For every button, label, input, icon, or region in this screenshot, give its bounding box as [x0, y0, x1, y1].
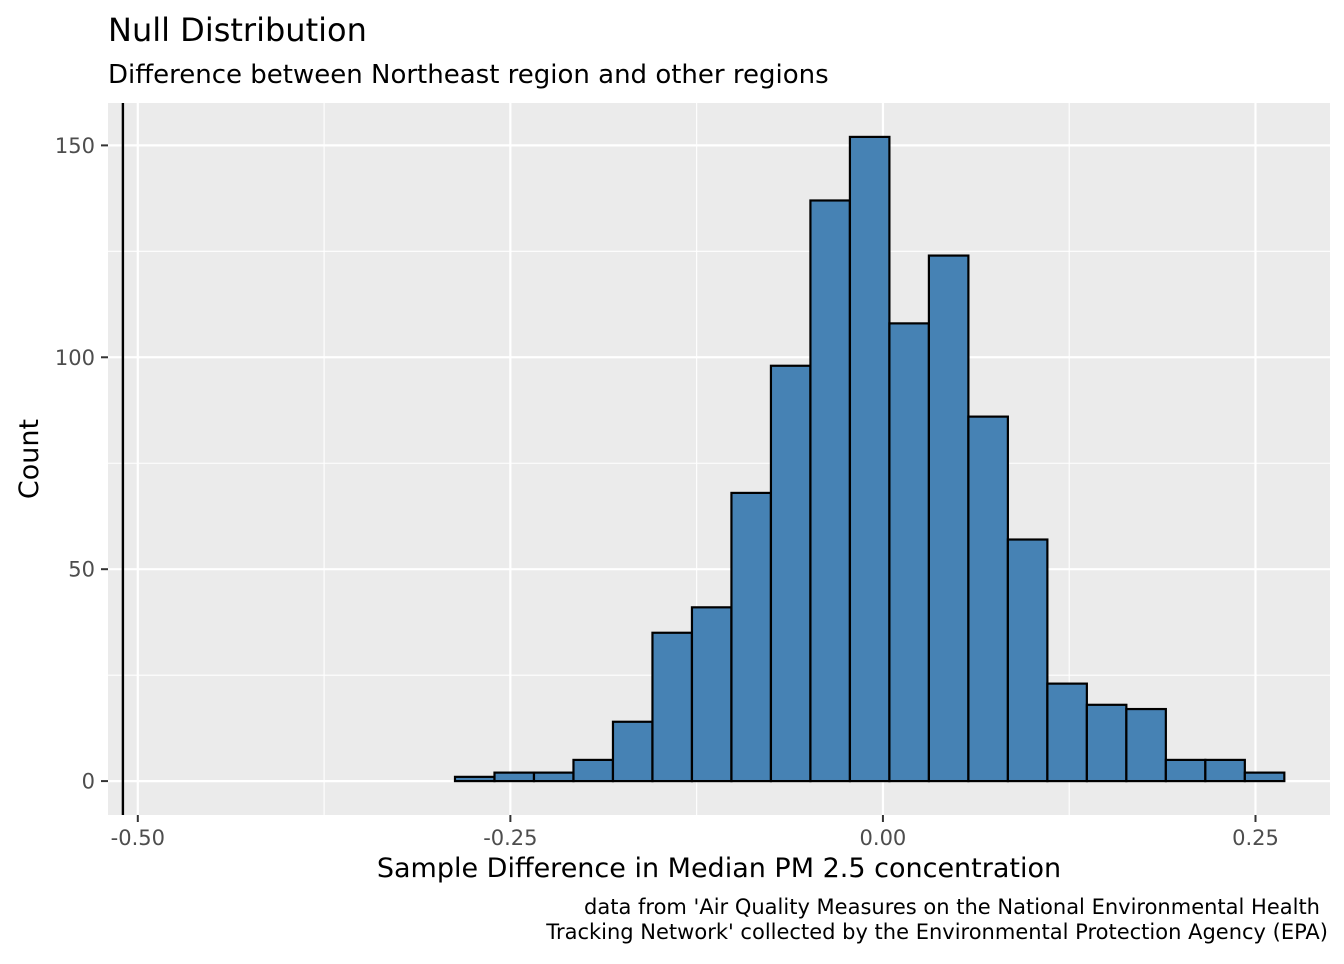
- caption-line-1: data from 'Air Quality Measures on the N…: [584, 895, 1320, 919]
- y-axis-label: Count: [14, 419, 45, 499]
- histogram-bar: [888, 322, 931, 783]
- histogram-bar: [572, 758, 615, 783]
- y-tick-label: 50: [68, 558, 95, 582]
- histogram-bar: [651, 631, 694, 783]
- histogram-bar: [453, 775, 496, 783]
- x-tick-label: -0.50: [111, 826, 165, 850]
- histogram-bar: [690, 606, 733, 783]
- histogram-bar: [493, 771, 536, 783]
- histogram-bar: [848, 135, 891, 783]
- histogram-bar: [967, 415, 1009, 783]
- histogram-bar: [1125, 707, 1167, 783]
- histogram-bar: [1046, 682, 1088, 783]
- x-axis-label: Sample Difference in Median PM 2.5 conce…: [377, 853, 1061, 884]
- histogram-bar: [611, 720, 654, 783]
- histogram-bar: [1164, 758, 1207, 783]
- histogram-bar: [1243, 771, 1286, 783]
- histogram-bar: [532, 771, 575, 783]
- y-tick-label: 100: [55, 346, 95, 370]
- histogram-bars: [453, 135, 1286, 783]
- y-tick-label: 0: [82, 770, 95, 794]
- histogram-bar: [1006, 538, 1049, 783]
- x-tick-label: -0.25: [483, 826, 537, 850]
- histogram-bar: [927, 254, 970, 783]
- axes: -0.50 -0.25 0.00 0.25 0 50 100 150: [55, 134, 1279, 850]
- histogram-bar: [730, 491, 773, 783]
- chart-subtitle: Difference between Northeast region and …: [108, 60, 829, 90]
- histogram-bar: [1204, 758, 1246, 783]
- caption-line-2: Tracking Network' collected by the Envir…: [545, 920, 1328, 944]
- histogram-bar: [1085, 703, 1128, 783]
- x-tick-label: 0.00: [860, 826, 907, 850]
- y-tick-label: 150: [55, 134, 95, 158]
- histogram-bar: [809, 199, 852, 783]
- histogram-bar: [769, 364, 812, 783]
- x-tick-label: 0.25: [1232, 826, 1279, 850]
- chart-title: Null Distribution: [108, 11, 367, 49]
